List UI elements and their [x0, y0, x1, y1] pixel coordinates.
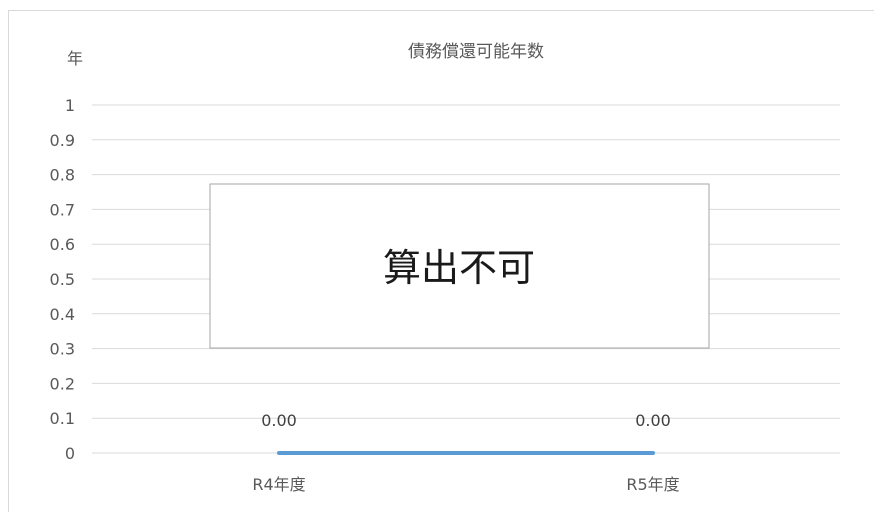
- chart-frame: [8, 10, 874, 512]
- overlay-rect: [209, 183, 710, 349]
- y-tick-labels: 0 0.1 0.2 0.3 0.4 0.5 0.6 0.7 0.8 0.9 1: [50, 96, 75, 463]
- data-labels: 0.00 0.00: [261, 411, 671, 430]
- y-axis-label: 年: [67, 49, 83, 68]
- y-tick-label: 0.7: [50, 200, 75, 219]
- data-label: 0.00: [261, 411, 297, 430]
- y-tick-label: 0.4: [50, 305, 75, 324]
- x-tick-labels: R4年度 R5年度: [252, 475, 679, 494]
- overlay-message: 算出不可: [383, 246, 535, 290]
- y-tick-label: 0.1: [50, 409, 75, 428]
- y-tick-label: 0.3: [50, 340, 75, 359]
- chart-title: 債務償還可能年数: [408, 42, 544, 62]
- x-tick-label: R4年度: [252, 475, 305, 494]
- y-tick-label: 1: [65, 96, 75, 115]
- x-tick-label: R5年度: [626, 475, 679, 494]
- y-tick-label: 0.9: [50, 131, 75, 150]
- data-label: 0.00: [635, 411, 671, 430]
- overlay-box: 算出不可: [209, 183, 710, 349]
- y-tick-label: 0: [65, 444, 75, 463]
- y-tick-label: 0.2: [50, 374, 75, 393]
- y-tick-label: 0.8: [50, 166, 75, 185]
- y-tick-label: 0.6: [50, 235, 75, 254]
- y-tick-label: 0.5: [50, 270, 75, 289]
